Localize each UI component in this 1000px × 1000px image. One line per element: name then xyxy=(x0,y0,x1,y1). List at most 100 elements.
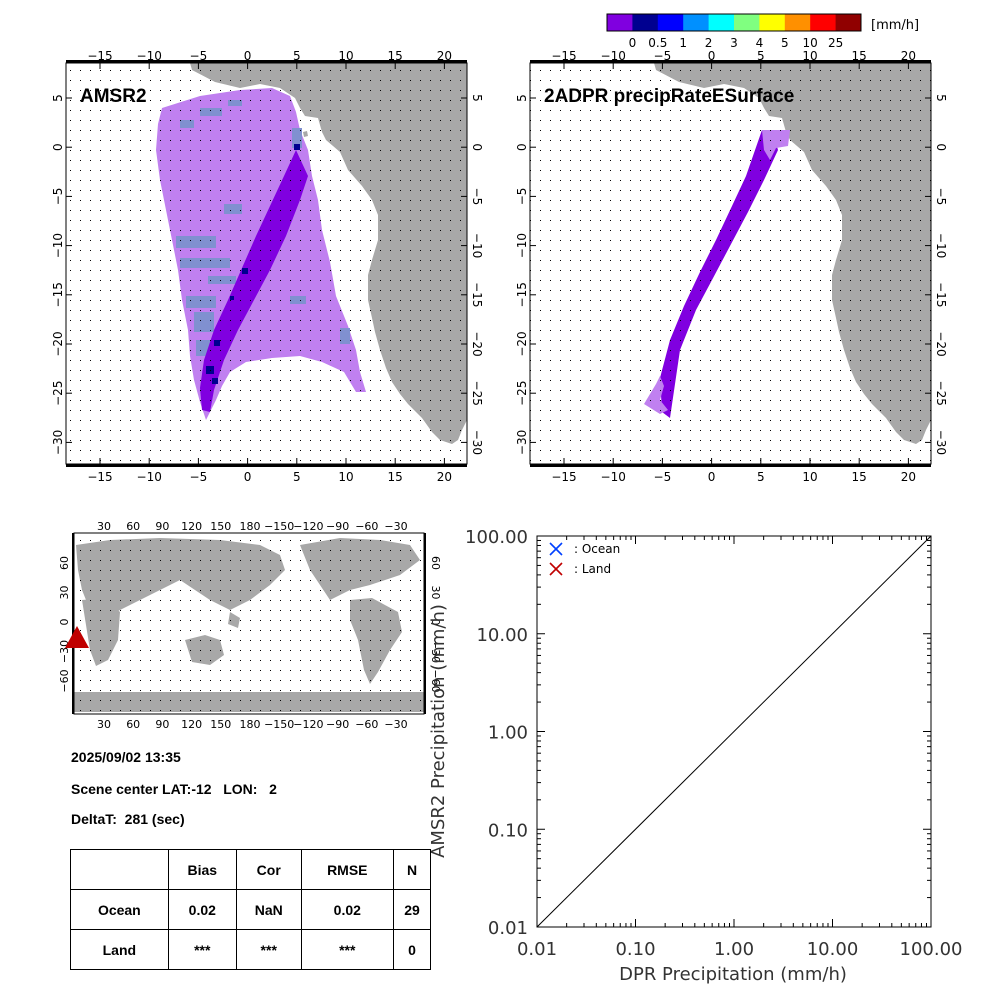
scatter-plot: 0.010.01 0.10 0.10 1.00 1.00 10.00 10.00 100.00… xyxy=(428,527,962,985)
stats-row-land: Land *** *** *** 0 xyxy=(70,929,431,970)
lon-tick-label-top: 15 xyxy=(388,49,403,63)
lat-tick-label-right: −30 xyxy=(934,430,948,455)
legend-marker xyxy=(549,542,563,556)
lon-tick-label-top: 20 xyxy=(437,49,452,63)
x-tick-label: 1.00 xyxy=(714,939,754,960)
world-lon-tick-top: 90 xyxy=(155,520,169,533)
legend-marker xyxy=(549,562,563,576)
lat-tick-label-right: −20 xyxy=(934,331,948,356)
lat-tick-label-right: 0 xyxy=(934,143,948,151)
colorbar-swatch xyxy=(759,14,786,31)
colorbar-swatch xyxy=(632,14,659,31)
world-lon-tick-top: 150 xyxy=(210,520,231,533)
world-lon-tick-top: 30 xyxy=(97,520,111,533)
lat-tick-label: −25 xyxy=(515,381,529,406)
x-tick-label: 10.00 xyxy=(807,939,859,960)
lat-tick-label: −30 xyxy=(51,430,65,455)
world-lon-tick-top: −150 xyxy=(264,520,294,533)
lon-tick-label: 10 xyxy=(338,470,353,484)
colorbar-swatch xyxy=(708,14,735,31)
colorbar-label: 3 xyxy=(730,36,738,50)
lat-tick-label: −30 xyxy=(515,430,529,455)
colorbar-swatch xyxy=(734,14,760,31)
world-lon-tick-bottom: −150 xyxy=(264,718,294,731)
lat-tick-label-right: 5 xyxy=(470,94,484,102)
lon-tick-label-top: −10 xyxy=(601,49,626,63)
lat-tick-label: 0 xyxy=(51,143,65,151)
lon-tick-label: 10 xyxy=(802,470,817,484)
colorbar-unit: [mm/h] xyxy=(871,18,919,33)
world-lat-tick: 60 xyxy=(58,556,71,570)
lon-tick-label-top: 5 xyxy=(293,49,301,63)
lon-tick-label: 15 xyxy=(388,470,403,484)
lat-tick-label-right: −5 xyxy=(470,188,484,206)
lat-tick-label: 0 xyxy=(515,143,529,151)
lat-tick-label: −15 xyxy=(51,282,65,307)
world-lon-tick-top: −30 xyxy=(384,520,407,533)
lon-tick-label: −15 xyxy=(551,470,576,484)
world-lon-tick-bottom: 150 xyxy=(210,718,231,731)
lon-tick-label-top: 0 xyxy=(244,49,252,63)
legend-label: : Land xyxy=(574,562,611,576)
scatter-xlabel: DPR Precipitation (mm/h) xyxy=(619,964,847,985)
colorbar-swatch xyxy=(683,14,710,31)
scatter-ylabel: AMSR2 Precipitation (mm/h) xyxy=(428,604,449,858)
lat-tick-label-right: −20 xyxy=(470,331,484,356)
world-lat-tick: −60 xyxy=(58,669,71,692)
world-lon-tick-bottom: 30 xyxy=(97,718,111,731)
scene-location-marker xyxy=(65,626,89,648)
world-lat-tick-right: 0 xyxy=(429,619,442,626)
colorbar-swatch xyxy=(607,14,633,31)
stats-cell: Land xyxy=(70,929,169,970)
lat-tick-label: −5 xyxy=(51,188,65,206)
lon-tick-label: −5 xyxy=(190,470,208,484)
lon-tick-label-top: 10 xyxy=(802,49,817,63)
lon-tick-label: 15 xyxy=(852,470,867,484)
lat-tick-label: −5 xyxy=(515,188,529,206)
world-lat-tick-right: −30 xyxy=(429,640,442,663)
world-lon-tick-bottom: 120 xyxy=(181,718,202,731)
lat-tick-label: −20 xyxy=(51,331,65,356)
world-lon-tick-bottom: 60 xyxy=(126,718,140,731)
amsr2-map-axes: −15 −15 −10 −10 −5 −5 0 0 5 5 10 10 15 15 20 20 5 5 0 0 −5 −5… xyxy=(51,49,484,484)
world-lon-tick-top: 120 xyxy=(181,520,202,533)
colorbar-label: 4 xyxy=(756,36,764,50)
world-lat-tick: 0 xyxy=(58,619,71,626)
colorbar-label: 5 xyxy=(781,36,789,50)
y-tick-label: 0.01 xyxy=(488,918,528,939)
lon-tick-label-top: 20 xyxy=(901,49,916,63)
stats-header-cell: RMSE xyxy=(300,849,395,890)
stats-cell: 0.02 xyxy=(167,889,237,930)
lon-tick-label-top: 15 xyxy=(852,49,867,63)
colorbar-label: 10 xyxy=(803,36,818,50)
dpr-title: 2ADPR precipRateESurface xyxy=(544,86,794,107)
world-lon-tick-bottom: 180 xyxy=(240,718,261,731)
lat-tick-label-right: −10 xyxy=(470,233,484,258)
lat-tick-label: −10 xyxy=(515,233,529,258)
x-tick-label: 0.01 xyxy=(517,939,557,960)
lon-tick-label-top: −10 xyxy=(137,49,162,63)
stats-header-cell: N xyxy=(393,849,431,890)
x-tick-label: 0.10 xyxy=(615,939,655,960)
colorbar-swatch xyxy=(657,14,684,31)
lat-tick-label-right: −10 xyxy=(934,233,948,258)
lat-tick-label-right: −25 xyxy=(470,381,484,406)
scene-delta-t: DeltaT: 281 (sec) xyxy=(71,811,185,827)
world-lon-tick-bottom: −60 xyxy=(355,718,378,731)
lon-tick-label: 20 xyxy=(437,470,452,484)
lat-tick-label-right: −30 xyxy=(470,430,484,455)
lon-tick-label-top: −5 xyxy=(190,49,208,63)
lon-tick-label: −5 xyxy=(654,470,672,484)
stats-row-ocean: Ocean 0.02 NaN 0.02 29 xyxy=(70,889,431,930)
dpr-map-axes: −15 −15 −10 −10 −5 −5 0 0 5 5 10 10 15 15 20 20 5 5 0 0 −5 −5… xyxy=(515,49,948,484)
colorbar-label: 1 xyxy=(679,36,687,50)
one-to-one-line xyxy=(536,535,932,928)
lon-tick-label: 5 xyxy=(293,470,301,484)
scene-datetime: 2025/09/02 13:35 xyxy=(71,749,181,765)
lat-tick-label-right: −15 xyxy=(470,282,484,307)
colorbar-label: 0.5 xyxy=(648,36,667,50)
stats-header-cell: Bias xyxy=(167,849,237,890)
lat-tick-label-right: −15 xyxy=(934,282,948,307)
lat-tick-label: 5 xyxy=(515,94,529,102)
